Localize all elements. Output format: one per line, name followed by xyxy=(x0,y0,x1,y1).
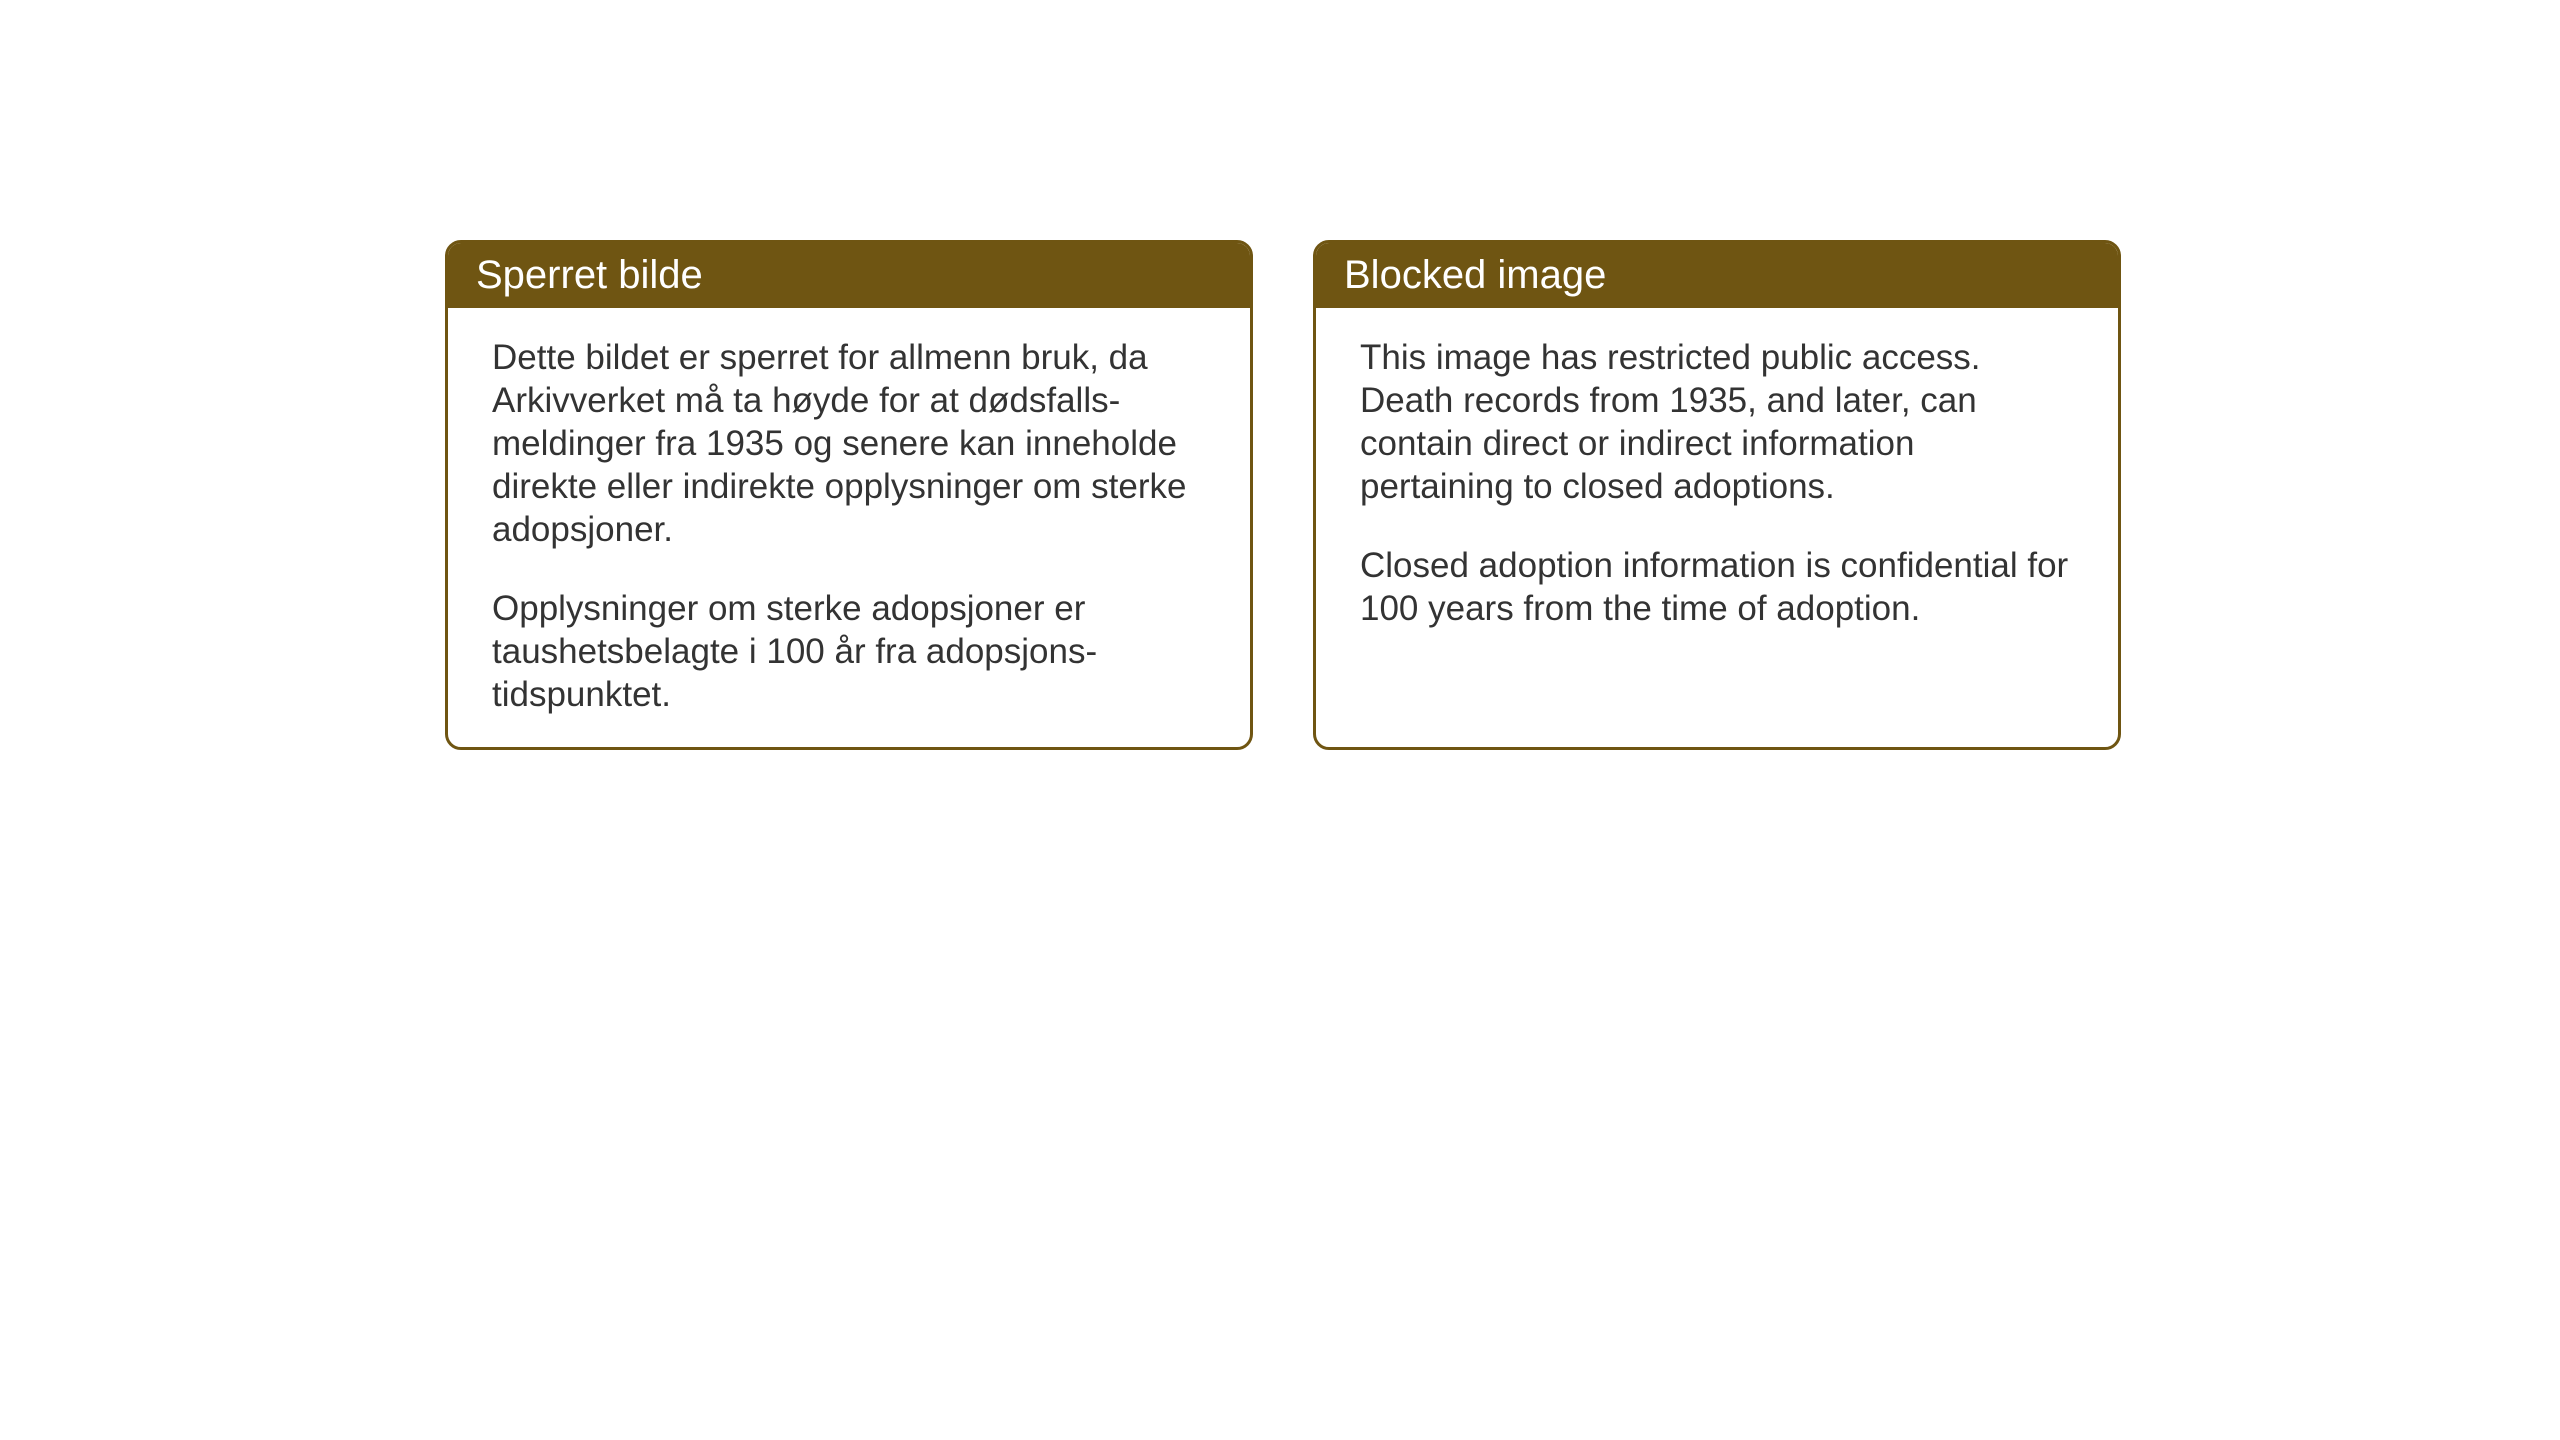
english-paragraph-1: This image has restricted public access.… xyxy=(1360,336,2074,508)
norwegian-notice-card: Sperret bilde Dette bildet er sperret fo… xyxy=(445,240,1253,750)
norwegian-card-body: Dette bildet er sperret for allmenn bruk… xyxy=(448,308,1250,750)
english-paragraph-2: Closed adoption information is confident… xyxy=(1360,544,2074,630)
notice-container: Sperret bilde Dette bildet er sperret fo… xyxy=(445,240,2121,750)
norwegian-card-title: Sperret bilde xyxy=(448,243,1250,308)
norwegian-paragraph-1: Dette bildet er sperret for allmenn bruk… xyxy=(492,336,1206,551)
english-notice-card: Blocked image This image has restricted … xyxy=(1313,240,2121,750)
norwegian-paragraph-2: Opplysninger om sterke adopsjoner er tau… xyxy=(492,587,1206,716)
english-card-body: This image has restricted public access.… xyxy=(1316,308,2118,666)
english-card-title: Blocked image xyxy=(1316,243,2118,308)
